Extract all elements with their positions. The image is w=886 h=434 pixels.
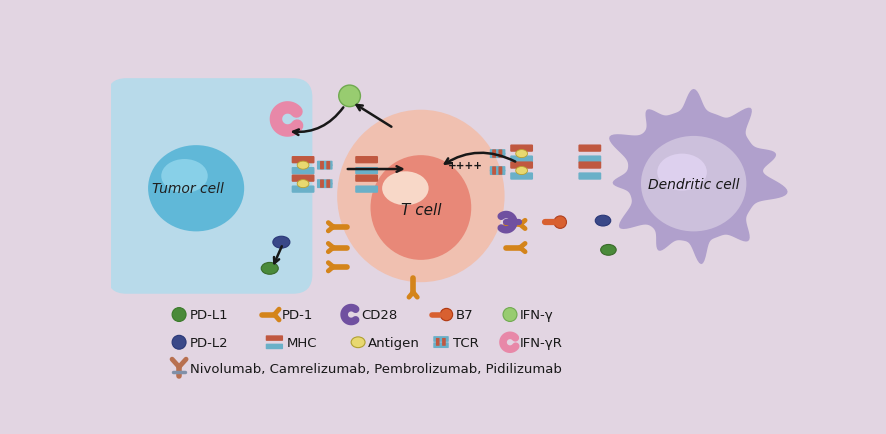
FancyBboxPatch shape — [354, 186, 377, 193]
FancyBboxPatch shape — [316, 180, 332, 185]
FancyBboxPatch shape — [354, 175, 377, 182]
Text: PD-1: PD-1 — [282, 308, 313, 321]
Circle shape — [338, 86, 360, 107]
Ellipse shape — [337, 111, 504, 283]
Text: IFN-γR: IFN-γR — [519, 336, 563, 349]
Ellipse shape — [297, 180, 308, 188]
Text: IFN-γ: IFN-γ — [519, 308, 553, 321]
FancyBboxPatch shape — [291, 157, 315, 164]
FancyBboxPatch shape — [435, 338, 439, 346]
Text: T cell: T cell — [400, 203, 440, 218]
Ellipse shape — [641, 137, 745, 232]
FancyBboxPatch shape — [326, 180, 330, 188]
Text: MHC: MHC — [286, 336, 317, 349]
FancyBboxPatch shape — [489, 150, 505, 155]
Ellipse shape — [297, 162, 308, 170]
Ellipse shape — [273, 237, 290, 249]
Text: Dendritic cell: Dendritic cell — [647, 177, 739, 191]
FancyBboxPatch shape — [578, 156, 601, 163]
FancyBboxPatch shape — [354, 168, 377, 175]
Text: Tumor cell: Tumor cell — [152, 182, 224, 196]
Text: Nivolumab, Camrelizumab, Pembrolizumab, Pidilizumab: Nivolumab, Camrelizumab, Pembrolizumab, … — [190, 362, 561, 375]
FancyBboxPatch shape — [266, 335, 283, 341]
Circle shape — [439, 309, 452, 321]
FancyBboxPatch shape — [291, 168, 315, 175]
FancyBboxPatch shape — [489, 153, 505, 159]
Ellipse shape — [515, 150, 527, 158]
Circle shape — [172, 335, 186, 349]
FancyBboxPatch shape — [509, 162, 532, 169]
FancyBboxPatch shape — [509, 173, 532, 180]
Ellipse shape — [515, 167, 527, 175]
Ellipse shape — [351, 337, 365, 348]
Circle shape — [172, 308, 186, 322]
FancyBboxPatch shape — [432, 336, 448, 342]
Ellipse shape — [657, 154, 706, 191]
FancyBboxPatch shape — [291, 175, 315, 182]
FancyBboxPatch shape — [492, 167, 495, 175]
FancyBboxPatch shape — [489, 167, 505, 172]
Ellipse shape — [161, 160, 207, 194]
FancyBboxPatch shape — [107, 79, 312, 294]
FancyBboxPatch shape — [326, 161, 330, 170]
Ellipse shape — [148, 146, 244, 232]
FancyBboxPatch shape — [578, 145, 601, 152]
Circle shape — [502, 308, 517, 322]
FancyBboxPatch shape — [291, 186, 315, 193]
Text: B7: B7 — [455, 308, 473, 321]
Ellipse shape — [595, 216, 610, 227]
FancyBboxPatch shape — [316, 161, 332, 167]
Text: PD-L1: PD-L1 — [190, 308, 229, 321]
FancyBboxPatch shape — [266, 344, 283, 349]
FancyBboxPatch shape — [509, 145, 532, 152]
FancyBboxPatch shape — [316, 165, 332, 170]
Ellipse shape — [261, 263, 278, 275]
FancyBboxPatch shape — [492, 150, 495, 158]
Ellipse shape — [382, 172, 428, 206]
FancyBboxPatch shape — [316, 183, 332, 189]
FancyBboxPatch shape — [320, 161, 323, 170]
Text: ++++: ++++ — [447, 161, 483, 171]
FancyBboxPatch shape — [509, 156, 532, 163]
FancyBboxPatch shape — [489, 170, 505, 176]
FancyBboxPatch shape — [320, 180, 323, 188]
FancyBboxPatch shape — [498, 167, 501, 175]
FancyBboxPatch shape — [354, 157, 377, 164]
Text: PD-L2: PD-L2 — [190, 336, 229, 349]
Ellipse shape — [370, 156, 470, 260]
Polygon shape — [609, 90, 787, 265]
Text: CD28: CD28 — [361, 308, 397, 321]
FancyBboxPatch shape — [432, 342, 448, 348]
Text: TCR: TCR — [452, 336, 478, 349]
FancyBboxPatch shape — [498, 150, 501, 158]
Text: Antigen: Antigen — [368, 336, 420, 349]
FancyBboxPatch shape — [578, 173, 601, 180]
Ellipse shape — [600, 245, 616, 256]
Circle shape — [554, 217, 566, 229]
FancyBboxPatch shape — [578, 162, 601, 169]
FancyBboxPatch shape — [441, 338, 446, 346]
